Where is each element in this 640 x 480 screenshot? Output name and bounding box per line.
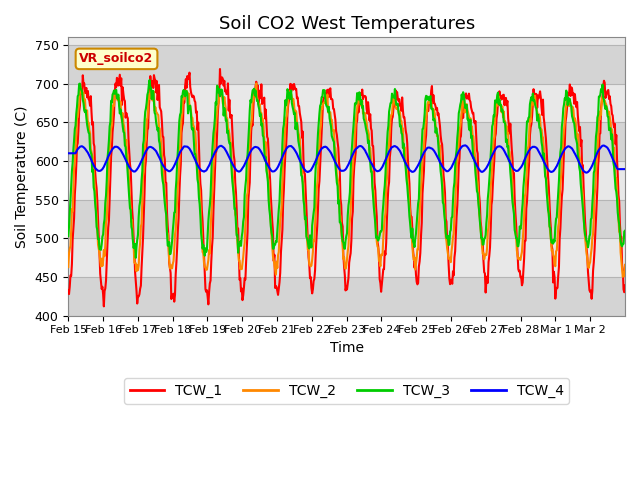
TCW_3: [146, 77, 154, 83]
TCW_2: [252, 81, 260, 86]
TCW_1: [216, 66, 224, 72]
TCW_2: [405, 192, 413, 198]
TCW_1: [261, 116, 269, 121]
TCW_1: [282, 144, 290, 150]
TCW_3: [132, 255, 140, 261]
TCW_3: [130, 245, 138, 251]
TCW_2: [65, 264, 72, 270]
TCW_4: [130, 168, 138, 174]
Line: TCW_4: TCW_4: [68, 145, 625, 173]
TCW_4: [281, 149, 289, 155]
TCW_2: [232, 214, 240, 219]
TCW_4: [65, 150, 72, 156]
TCW_4: [621, 166, 629, 172]
Y-axis label: Soil Temperature (C): Soil Temperature (C): [15, 105, 29, 248]
Bar: [68, 200, 625, 239]
TCW_4: [404, 165, 412, 170]
TCW_3: [621, 228, 629, 234]
TCW_1: [100, 303, 108, 309]
TCW_2: [436, 143, 444, 148]
TCW_3: [436, 168, 444, 174]
TCW_2: [619, 274, 627, 280]
Bar: [68, 45, 625, 84]
TCW_4: [435, 157, 443, 163]
TCW_1: [436, 132, 444, 138]
X-axis label: Time: Time: [330, 341, 364, 355]
TCW_2: [282, 125, 289, 131]
TCW_1: [406, 180, 413, 186]
TCW_2: [130, 242, 138, 248]
Line: TCW_2: TCW_2: [68, 84, 625, 277]
TCW_2: [260, 136, 268, 142]
TCW_2: [621, 262, 629, 268]
TCW_3: [234, 232, 241, 238]
TCW_1: [65, 288, 72, 293]
TCW_4: [260, 154, 268, 159]
Title: Soil CO2 West Temperatures: Soil CO2 West Temperatures: [218, 15, 475, 33]
Text: VR_soilco2: VR_soilco2: [79, 52, 154, 65]
TCW_4: [461, 143, 469, 148]
Bar: [68, 277, 625, 316]
TCW_1: [131, 245, 138, 251]
Line: TCW_1: TCW_1: [68, 69, 625, 306]
TCW_3: [65, 233, 72, 239]
TCW_1: [234, 226, 241, 232]
TCW_1: [621, 283, 629, 288]
Line: TCW_3: TCW_3: [68, 80, 625, 258]
TCW_3: [282, 103, 290, 108]
TCW_3: [406, 214, 413, 219]
TCW_3: [261, 158, 269, 164]
Legend: TCW_1, TCW_2, TCW_3, TCW_4: TCW_1, TCW_2, TCW_3, TCW_4: [124, 378, 569, 404]
TCW_4: [582, 170, 590, 176]
Bar: [68, 122, 625, 161]
TCW_4: [232, 167, 240, 172]
